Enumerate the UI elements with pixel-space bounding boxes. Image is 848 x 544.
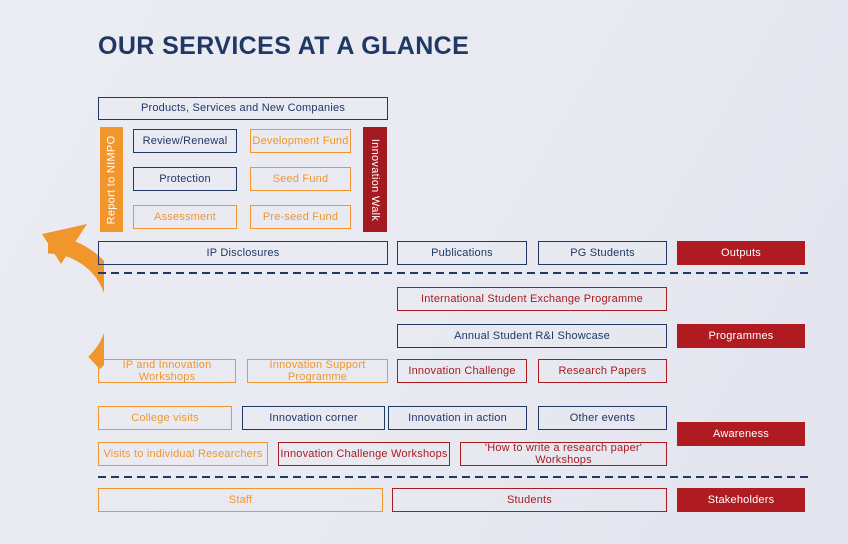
review-renewal-box: Review/Renewal <box>133 129 237 153</box>
innovation-walk-bar: Innovation Walk <box>363 127 387 232</box>
divider-dashed-top <box>98 272 808 274</box>
awareness-label: Awareness <box>677 422 805 446</box>
publications-box: Publications <box>397 241 527 265</box>
development-fund-box: Development Fund <box>250 129 351 153</box>
products-services-box: Products, Services and New Companies <box>98 97 388 120</box>
staff-box: Staff <box>98 488 383 512</box>
stakeholders-label: Stakeholders <box>677 488 805 512</box>
college-visits-box: College visits <box>98 406 232 430</box>
cycle-arrow-icon <box>42 224 104 370</box>
report-to-nimpo-bar: Report to NIMPO <box>100 127 123 232</box>
innovation-support-box: Innovation Support Programme <box>247 359 388 383</box>
report-to-nimpo-label: Report to NIMPO <box>105 135 118 224</box>
outputs-label: Outputs <box>677 241 805 265</box>
innovation-challenge-box: Innovation Challenge <box>397 359 527 383</box>
annual-showcase-box: Annual Student R&I Showcase <box>397 324 667 348</box>
seed-fund-box: Seed Fund <box>250 167 351 191</box>
innovation-challenge-workshops-box: Innovation Challenge Workshops <box>278 442 450 466</box>
pg-students-box: PG Students <box>538 241 667 265</box>
ip-disclosures-box: IP Disclosures <box>98 241 388 265</box>
page-title: OUR SERVICES AT A GLANCE <box>98 32 470 60</box>
innovation-corner-box: Innovation corner <box>242 406 385 430</box>
other-events-box: Other events <box>538 406 667 430</box>
preseed-fund-box: Pre-seed Fund <box>250 205 351 229</box>
programmes-label: Programmes <box>677 324 805 348</box>
innovation-in-action-box: Innovation in action <box>388 406 527 430</box>
innovation-walk-label: Innovation Walk <box>369 138 382 221</box>
protection-box: Protection <box>133 167 237 191</box>
divider-dashed-bottom <box>98 476 808 478</box>
visits-individual-researchers-box: Visits to individual Researchers <box>98 442 268 466</box>
students-box: Students <box>392 488 667 512</box>
research-paper-workshops-box: 'How to write a research paper' Workshop… <box>460 442 667 466</box>
ip-innovation-workshops-box: IP and Innovation Workshops <box>98 359 236 383</box>
intl-exchange-box: International Student Exchange Programme <box>397 287 667 311</box>
research-papers-box: Research Papers <box>538 359 667 383</box>
assessment-box: Assessment <box>133 205 237 229</box>
